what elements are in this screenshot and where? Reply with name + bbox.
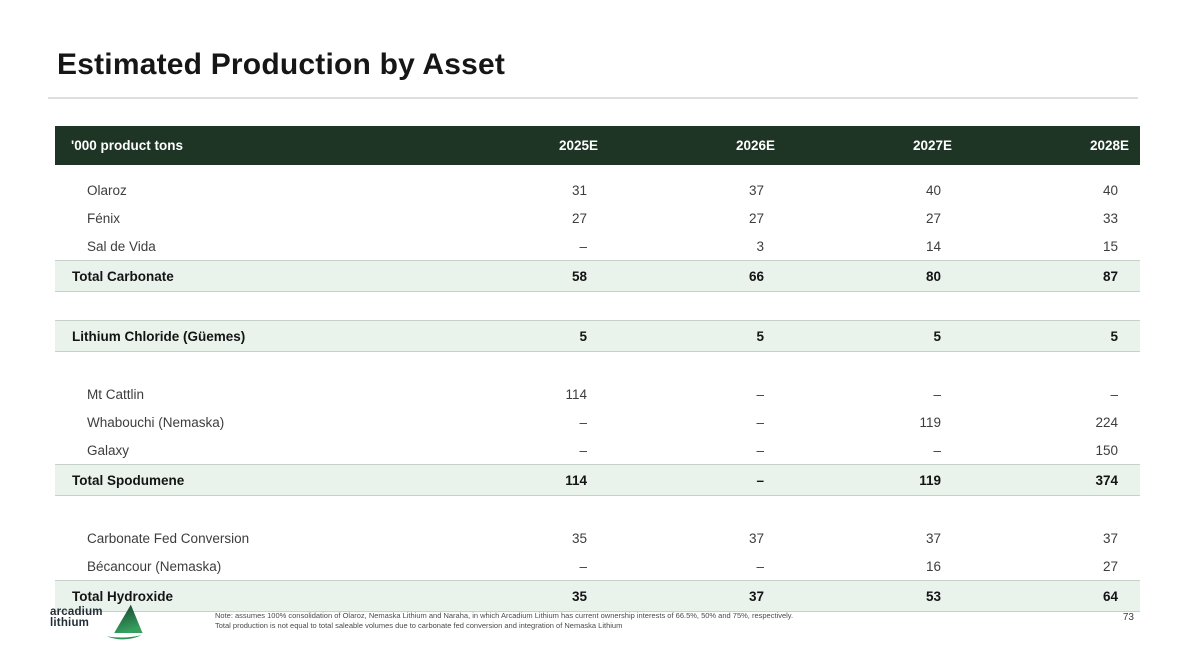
row-value: 27 bbox=[432, 204, 609, 232]
row-value: 31 bbox=[432, 176, 609, 204]
row-label: Galaxy bbox=[55, 436, 432, 465]
page-number: 73 bbox=[1122, 612, 1134, 623]
row-label: Carbonate Fed Conversion bbox=[55, 524, 432, 552]
arcadium-lithium-logo: arcadium lithium bbox=[50, 600, 145, 646]
row-value: 14 bbox=[786, 232, 963, 261]
row-value: 374 bbox=[963, 464, 1140, 496]
row-value: 150 bbox=[963, 436, 1140, 465]
table-row-sal-de-vida: Sal de Vida – 3 14 15 bbox=[55, 232, 1140, 261]
row-value: 35 bbox=[432, 524, 609, 552]
row-value: 5 bbox=[786, 320, 963, 352]
row-label: Total Spodumene bbox=[55, 464, 432, 496]
table-row-total-carbonate: Total Carbonate 58 66 80 87 bbox=[55, 260, 1140, 292]
row-value: – bbox=[609, 552, 786, 581]
production-table-container: '000 product tons 2025E 2026E 2027E 2028… bbox=[55, 126, 1140, 612]
column-header-2027e: 2027E bbox=[786, 126, 963, 165]
table-row-becancour: Bécancour (Nemaska) – – 16 27 bbox=[55, 552, 1140, 581]
row-value: 33 bbox=[963, 204, 1140, 232]
row-label: Olaroz bbox=[55, 176, 432, 204]
row-value: 27 bbox=[963, 552, 1140, 581]
row-value: – bbox=[609, 464, 786, 496]
row-value: – bbox=[609, 408, 786, 436]
row-value: – bbox=[963, 380, 1140, 408]
row-value: – bbox=[786, 380, 963, 408]
row-value: 64 bbox=[963, 580, 1140, 612]
title-divider bbox=[48, 97, 1138, 99]
row-value: – bbox=[432, 436, 609, 465]
row-label: Fénix bbox=[55, 204, 432, 232]
table-row-carbonate-fed-conversion: Carbonate Fed Conversion 35 37 37 37 bbox=[55, 524, 1140, 552]
table-row-mt-cattlin: Mt Cattlin 114 – – – bbox=[55, 380, 1140, 408]
row-value: 37 bbox=[609, 580, 786, 612]
spacer-row bbox=[55, 165, 1140, 176]
row-value: 58 bbox=[432, 260, 609, 292]
logo-line2: lithium bbox=[50, 617, 90, 629]
logo-line1: arcadium bbox=[50, 606, 103, 618]
row-value: 27 bbox=[609, 204, 786, 232]
row-label: Total Carbonate bbox=[55, 260, 432, 292]
row-value: 5 bbox=[432, 320, 609, 352]
row-value: 80 bbox=[786, 260, 963, 292]
row-label: Mt Cattlin bbox=[55, 380, 432, 408]
footnote: Note: assumes 100% consolidation of Olar… bbox=[215, 611, 855, 630]
row-value: – bbox=[609, 436, 786, 465]
row-value: 119 bbox=[786, 408, 963, 436]
row-value: 16 bbox=[786, 552, 963, 581]
row-value: 119 bbox=[786, 464, 963, 496]
row-label: Lithium Chloride (Güemes) bbox=[55, 320, 432, 352]
row-label: Sal de Vida bbox=[55, 232, 432, 261]
row-value: – bbox=[786, 436, 963, 465]
row-value: 40 bbox=[786, 176, 963, 204]
row-value: 27 bbox=[786, 204, 963, 232]
row-value: 5 bbox=[609, 320, 786, 352]
column-header-2026e: 2026E bbox=[609, 126, 786, 165]
spacer-row bbox=[55, 495, 1140, 524]
row-value: – bbox=[432, 408, 609, 436]
row-value: – bbox=[432, 552, 609, 581]
row-value: 87 bbox=[963, 260, 1140, 292]
production-table: '000 product tons 2025E 2026E 2027E 2028… bbox=[55, 126, 1140, 612]
row-label: Whabouchi (Nemaska) bbox=[55, 408, 432, 436]
table-row-lithium-chloride: Lithium Chloride (Güemes) 5 5 5 5 bbox=[55, 320, 1140, 352]
row-value: 37 bbox=[963, 524, 1140, 552]
row-value: 15 bbox=[963, 232, 1140, 261]
row-value: 37 bbox=[786, 524, 963, 552]
spacer-row bbox=[55, 291, 1140, 321]
row-value: 114 bbox=[432, 464, 609, 496]
footnote-line2: Total production is not equal to total s… bbox=[215, 620, 623, 630]
sailboat-logo-icon bbox=[106, 604, 143, 640]
row-value: 224 bbox=[963, 408, 1140, 436]
row-value: 53 bbox=[786, 580, 963, 612]
row-value: 5 bbox=[963, 320, 1140, 352]
row-value: 114 bbox=[432, 380, 609, 408]
row-label: Total Hydroxide bbox=[55, 580, 432, 612]
column-header-2028e: 2028E bbox=[963, 126, 1140, 165]
table-row-whabouchi: Whabouchi (Nemaska) – – 119 224 bbox=[55, 408, 1140, 436]
row-value: – bbox=[432, 232, 609, 261]
row-value: 35 bbox=[432, 580, 609, 612]
footnote-line1: Note: assumes 100% consolidation of Olar… bbox=[215, 611, 794, 620]
row-value: – bbox=[609, 380, 786, 408]
table-row-total-hydroxide: Total Hydroxide 35 37 53 64 bbox=[55, 580, 1140, 612]
table-row-total-spodumene: Total Spodumene 114 – 119 374 bbox=[55, 464, 1140, 496]
column-header-unit: '000 product tons bbox=[55, 126, 432, 165]
row-value: 3 bbox=[609, 232, 786, 261]
table-header-row: '000 product tons 2025E 2026E 2027E 2028… bbox=[55, 126, 1140, 165]
table-row-olaroz: Olaroz 31 37 40 40 bbox=[55, 176, 1140, 204]
row-label: Bécancour (Nemaska) bbox=[55, 552, 432, 581]
row-value: 37 bbox=[609, 524, 786, 552]
table-row-fenix: Fénix 27 27 27 33 bbox=[55, 204, 1140, 232]
row-value: 66 bbox=[609, 260, 786, 292]
logo-wordmark: arcadium lithium bbox=[50, 606, 103, 629]
page-title: Estimated Production by Asset bbox=[57, 48, 506, 81]
table-row-galaxy: Galaxy – – – 150 bbox=[55, 436, 1140, 465]
row-value: 40 bbox=[963, 176, 1140, 204]
column-header-2025e: 2025E bbox=[432, 126, 609, 165]
spacer-row bbox=[55, 351, 1140, 380]
row-value: 37 bbox=[609, 176, 786, 204]
